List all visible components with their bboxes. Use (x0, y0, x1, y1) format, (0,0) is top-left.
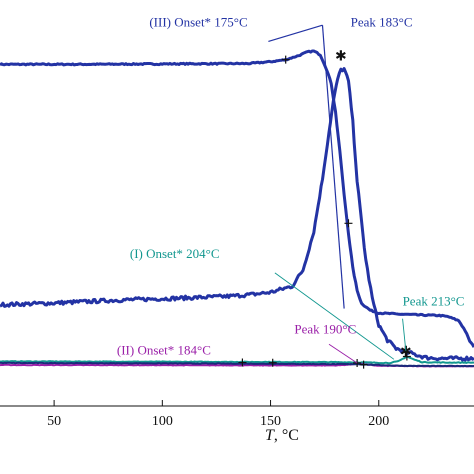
ann-peak-190-label: Peak 190°C (294, 322, 356, 337)
x-axis-title: T, °C (265, 427, 299, 444)
x-tick-label: 150 (260, 414, 281, 429)
plot-area: ✱✱ (0, 24, 474, 369)
onset-tangent-line (268, 24, 323, 42)
onset-marker (281, 55, 290, 64)
series-line-I (0, 67, 474, 362)
onset-marker (268, 358, 277, 367)
x-tick-label: 100 (152, 414, 173, 429)
ann-III-peak-label: Peak 183°C (351, 14, 413, 29)
peak-marker: ✱ (400, 344, 412, 360)
ann-peak-213-leader (402, 318, 407, 351)
ann-I-onset-leader (274, 272, 395, 360)
ann-II-onset-label: (II) Onset* 184°C (117, 342, 211, 357)
x-tick-label: 200 (368, 414, 389, 429)
peak-marker: ✱ (335, 49, 347, 65)
onset-marker (359, 360, 368, 369)
x-axis-title-symbol: T (265, 427, 275, 444)
series-line-navy (0, 361, 474, 368)
x-ticks: 50 100 150 200 (47, 400, 389, 429)
annotations: (III) Onset* 175°C Peak 183°C (I) Onset* 2… (117, 14, 465, 364)
x-tick-label: 50 (47, 414, 61, 429)
ann-I-onset-label: (I) Onset* 204°C (130, 246, 220, 261)
series-line-teal (0, 355, 474, 365)
x-axis-title-unit: , °C (274, 427, 299, 444)
onset-tangent-line (321, 25, 345, 309)
onset-marker (344, 219, 353, 228)
ann-III-onset-label: (III) Onset* 175°C (149, 14, 247, 29)
series-line-III (0, 49, 474, 348)
onset-marker (238, 358, 247, 367)
ann-peak-190-leader (328, 343, 358, 364)
ann-peak-213-label: Peak 213°C (403, 294, 465, 309)
x-axis: 50 100 150 200 (0, 400, 474, 429)
onset-marker (402, 352, 411, 361)
